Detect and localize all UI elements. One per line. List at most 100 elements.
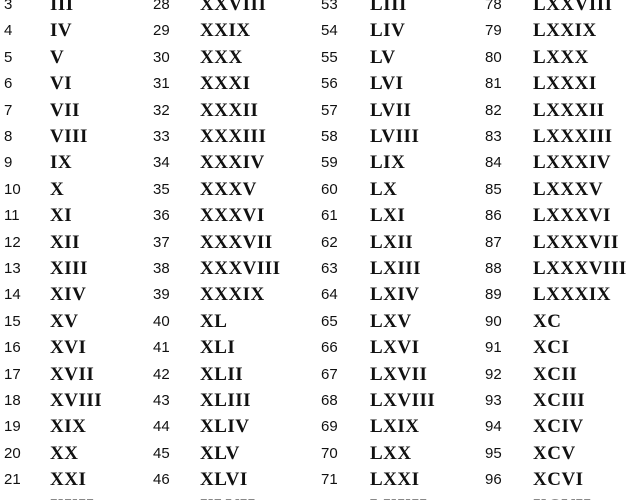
- arabic-number: 12: [4, 233, 21, 251]
- arabic-number: 11: [4, 207, 20, 225]
- arabic-number: 56: [321, 75, 338, 93]
- arabic-number: 68: [321, 392, 338, 409]
- arabic-number: 81: [485, 75, 502, 93]
- arabic-number: 47: [153, 497, 170, 500]
- roman-numeral: VII: [50, 99, 81, 121]
- roman-numeral: LXVII: [370, 363, 428, 385]
- roman-numeral: XLIV: [200, 416, 250, 438]
- arabic-number: 54: [321, 22, 338, 40]
- roman-numeral: XVIII: [50, 390, 103, 411]
- arabic-number: 92: [485, 365, 502, 383]
- roman-numeral: LXXXIII: [533, 126, 613, 147]
- roman-numeral: XXXVI: [200, 205, 265, 227]
- roman-numeral: IV: [50, 20, 73, 42]
- arabic-number: 10: [4, 180, 21, 198]
- arabic-number: 45: [153, 444, 170, 462]
- arabic-number: 34: [153, 154, 170, 172]
- roman-numeral: XIII: [50, 258, 88, 279]
- arabic-number: 86: [485, 207, 502, 225]
- roman-numeral: LX: [370, 178, 398, 200]
- arabic-number: 38: [153, 260, 170, 277]
- arabic-number: 95: [485, 444, 502, 462]
- roman-numeral: XVII: [50, 363, 95, 385]
- arabic-number: 87: [485, 233, 502, 251]
- roman-numeral: LXXXVII: [533, 231, 619, 253]
- roman-numeral: XL: [200, 310, 228, 332]
- arabic-number: 14: [4, 286, 21, 304]
- roman-numeral: LVII: [370, 99, 412, 121]
- arabic-number: 13: [4, 260, 21, 277]
- arabic-number: 36: [153, 207, 170, 225]
- roman-numeral: LXXXIV: [533, 152, 611, 174]
- arabic-number: 89: [485, 286, 502, 304]
- arabic-number: 62: [321, 233, 338, 251]
- roman-numeral: LXI: [370, 205, 406, 227]
- arabic-number: 60: [321, 180, 338, 198]
- roman-numeral: LXXXI: [533, 73, 597, 95]
- roman-numeral: XXXI: [200, 73, 251, 95]
- roman-numeral: VI: [50, 73, 73, 95]
- arabic-number: 63: [321, 260, 338, 277]
- roman-numeral: V: [50, 46, 65, 68]
- arabic-number: 96: [485, 471, 502, 489]
- roman-numeral: VIII: [50, 126, 88, 147]
- roman-numeral: XXI: [50, 469, 87, 491]
- arabic-number: 15: [4, 312, 21, 330]
- roman-numeral: XCV: [533, 442, 576, 464]
- arabic-number: 6: [4, 75, 13, 93]
- roman-numeral: LXII: [370, 231, 414, 253]
- roman-numeral: XXXIV: [200, 152, 265, 174]
- roman-numeral: XV: [50, 310, 79, 332]
- roman-numeral: XI: [50, 205, 73, 227]
- arabic-number: 78: [485, 0, 502, 13]
- roman-numeral: XX: [50, 442, 79, 464]
- roman-numeral: LXVIII: [370, 390, 436, 411]
- arabic-number: 85: [485, 180, 502, 198]
- roman-numeral: XCVI: [533, 469, 584, 491]
- roman-numeral: XLIII: [200, 390, 252, 411]
- arabic-number: 88: [485, 260, 502, 277]
- arabic-number: 44: [153, 418, 170, 436]
- roman-numeral: XXXVII: [200, 231, 273, 253]
- arabic-number: 79: [485, 22, 502, 40]
- arabic-number: 33: [153, 128, 170, 145]
- roman-numeral: LIX: [370, 152, 406, 174]
- roman-numeral: XLVII: [200, 496, 256, 500]
- roman-numeral: LXIX: [370, 416, 420, 438]
- roman-numeral: LXIV: [370, 284, 420, 306]
- roman-numeral: LVI: [370, 73, 404, 95]
- roman-numeral: LXIII: [370, 258, 422, 279]
- roman-numeral: XXVIII: [200, 0, 267, 15]
- arabic-number: 19: [4, 418, 21, 436]
- roman-numeral: LIII: [370, 0, 407, 15]
- arabic-number: 82: [485, 101, 502, 119]
- arabic-number: 32: [153, 101, 170, 119]
- roman-numeral: XCII: [533, 363, 578, 385]
- arabic-number: 72: [321, 497, 338, 500]
- arabic-number: 70: [321, 444, 338, 462]
- arabic-number: 17: [4, 365, 21, 383]
- roman-numeral: XLV: [200, 442, 240, 464]
- arabic-number: 28: [153, 0, 170, 13]
- arabic-number: 58: [321, 128, 338, 145]
- roman-numeral: XLVI: [200, 469, 248, 491]
- arabic-number: 31: [153, 75, 170, 93]
- roman-numeral: XLI: [200, 337, 236, 359]
- arabic-number: 39: [153, 286, 170, 304]
- roman-numeral: LVIII: [370, 126, 420, 147]
- arabic-number: 40: [153, 312, 170, 330]
- arabic-number: 46: [153, 471, 170, 489]
- arabic-number: 21: [4, 471, 21, 489]
- arabic-number: 97: [485, 497, 502, 500]
- arabic-number: 9: [4, 154, 13, 172]
- roman-numeral: X: [50, 178, 65, 200]
- roman-numeral: XXXII: [200, 99, 259, 121]
- arabic-number: 93: [485, 392, 502, 409]
- roman-numeral: LXXI: [370, 469, 420, 491]
- roman-numeral: XCIII: [533, 390, 586, 411]
- roman-numeral: XLII: [200, 363, 244, 385]
- arabic-number: 91: [485, 339, 502, 357]
- roman-numeral: XCI: [533, 337, 570, 359]
- arabic-number: 61: [321, 207, 338, 225]
